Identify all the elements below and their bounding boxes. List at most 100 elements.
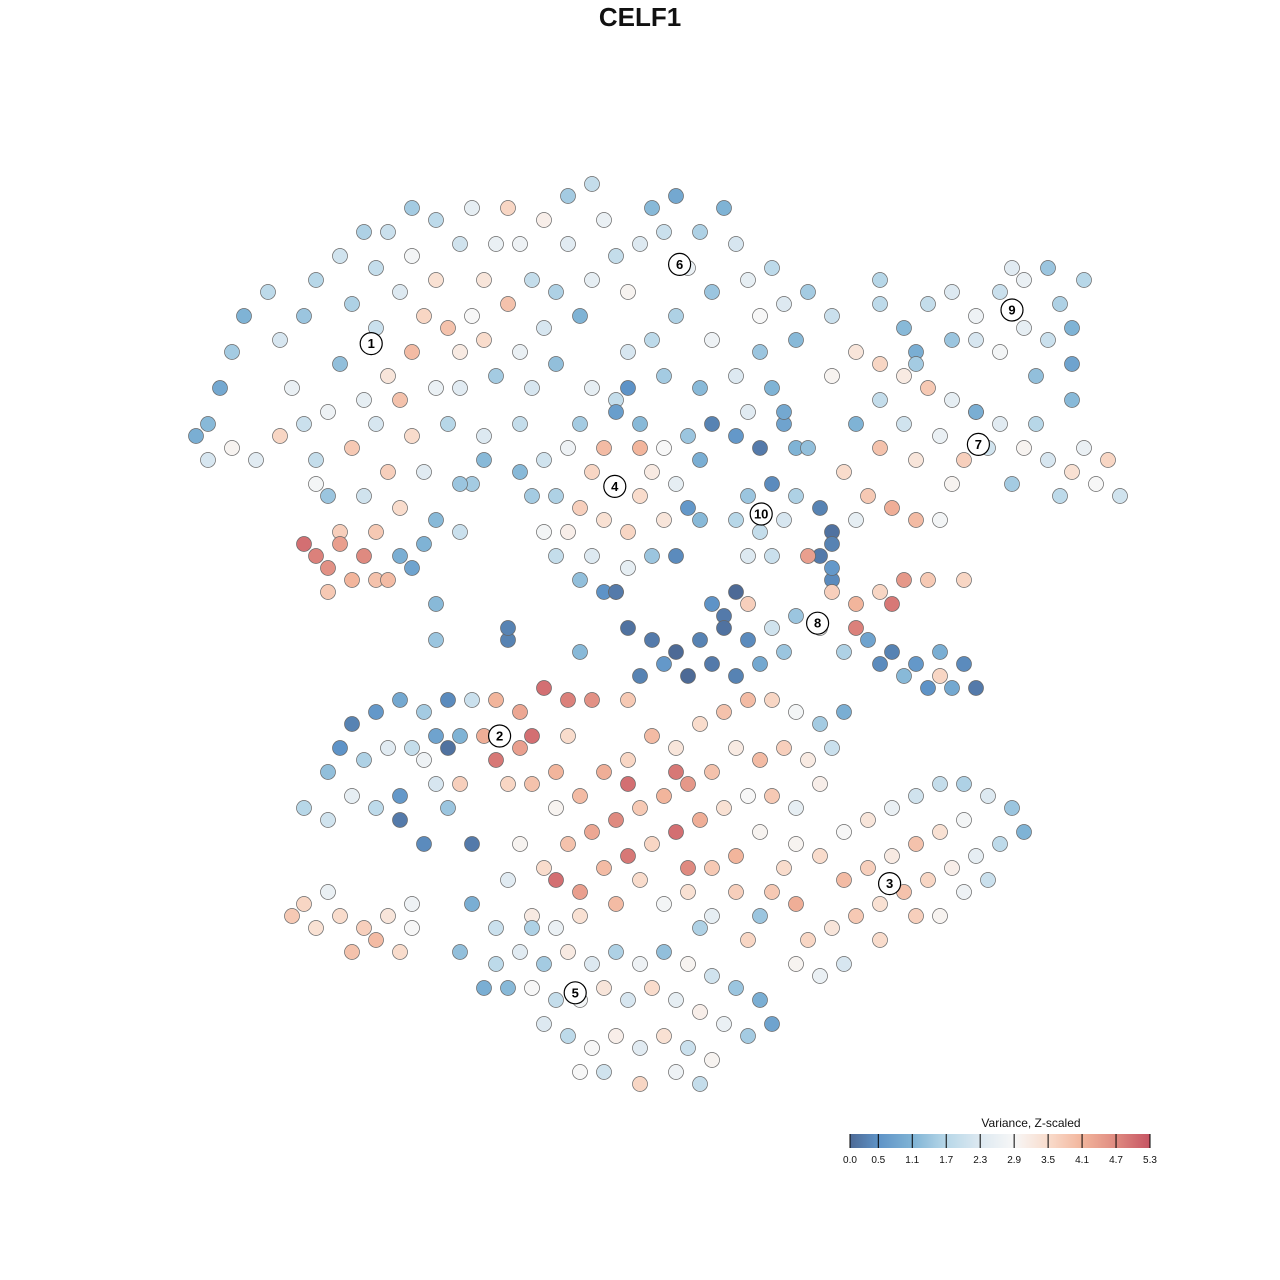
data-point xyxy=(704,1052,720,1068)
data-point xyxy=(944,860,960,876)
data-point xyxy=(932,908,948,924)
data-point xyxy=(896,668,912,684)
cluster-label-circle xyxy=(563,981,587,1005)
data-point xyxy=(512,464,528,480)
cluster-label-text: 5 xyxy=(572,985,579,1000)
data-point xyxy=(572,1064,588,1080)
cluster-label-text: 6 xyxy=(676,257,683,272)
data-point xyxy=(920,680,936,696)
cluster-label-9: 9 xyxy=(1000,298,1024,322)
data-point xyxy=(500,872,516,888)
data-point xyxy=(836,956,852,972)
data-point xyxy=(584,1040,600,1056)
data-point xyxy=(632,416,648,432)
data-point xyxy=(764,548,780,564)
data-point xyxy=(944,284,960,300)
data-point xyxy=(320,560,336,576)
data-point xyxy=(896,320,912,336)
data-point xyxy=(572,908,588,924)
data-point xyxy=(596,860,612,876)
data-point xyxy=(428,776,444,792)
data-point xyxy=(464,308,480,324)
data-point xyxy=(644,836,660,852)
data-point xyxy=(740,596,756,612)
data-point xyxy=(632,236,648,252)
data-point xyxy=(1052,296,1068,312)
data-point xyxy=(500,200,516,216)
data-point xyxy=(692,812,708,828)
data-point xyxy=(944,680,960,696)
data-point xyxy=(392,284,408,300)
data-point xyxy=(644,632,660,648)
data-point xyxy=(656,788,672,804)
data-point xyxy=(776,512,792,528)
data-point xyxy=(344,716,360,732)
data-point xyxy=(692,512,708,528)
data-point xyxy=(776,860,792,876)
data-point xyxy=(296,536,312,552)
data-point xyxy=(884,644,900,660)
data-point xyxy=(968,404,984,420)
data-point xyxy=(452,728,468,744)
data-point xyxy=(344,296,360,312)
data-point xyxy=(992,284,1008,300)
data-point xyxy=(848,512,864,528)
data-point xyxy=(428,632,444,648)
data-point xyxy=(956,776,972,792)
data-point xyxy=(836,644,852,660)
data-point xyxy=(656,440,672,456)
data-point xyxy=(524,380,540,396)
data-point xyxy=(536,452,552,468)
data-point xyxy=(452,524,468,540)
data-point xyxy=(632,956,648,972)
data-point xyxy=(632,800,648,816)
data-point xyxy=(1088,476,1104,492)
data-point xyxy=(404,920,420,936)
data-point xyxy=(452,236,468,252)
data-point xyxy=(500,980,516,996)
data-point xyxy=(740,272,756,288)
data-point xyxy=(260,284,276,300)
data-point xyxy=(800,284,816,300)
data-point xyxy=(524,728,540,744)
color-legend: Variance, Z-scaled 0.0 0.5 1.1 1.7 2.3 2.9 3.5… xyxy=(843,1116,1157,1166)
data-point xyxy=(416,752,432,768)
data-point xyxy=(932,428,948,444)
data-point xyxy=(572,416,588,432)
data-point xyxy=(380,368,396,384)
data-point xyxy=(776,740,792,756)
data-point xyxy=(200,416,216,432)
data-point xyxy=(620,752,636,768)
data-point xyxy=(968,332,984,348)
data-point xyxy=(536,1016,552,1032)
data-point xyxy=(752,908,768,924)
data-point xyxy=(992,416,1008,432)
data-point xyxy=(656,944,672,960)
data-point xyxy=(572,308,588,324)
data-point xyxy=(668,740,684,756)
data-point xyxy=(476,332,492,348)
cluster-label-text: 7 xyxy=(975,437,982,452)
data-point xyxy=(536,860,552,876)
data-point xyxy=(788,332,804,348)
data-point xyxy=(764,692,780,708)
data-point xyxy=(308,920,324,936)
data-point xyxy=(308,452,324,468)
data-point xyxy=(392,500,408,516)
data-point xyxy=(428,512,444,528)
data-point xyxy=(944,476,960,492)
data-point xyxy=(572,644,588,660)
data-point xyxy=(584,692,600,708)
data-point xyxy=(380,908,396,924)
data-point xyxy=(548,356,564,372)
data-point xyxy=(560,188,576,204)
cluster-label-text: 10 xyxy=(754,507,768,522)
data-point xyxy=(692,224,708,240)
data-point xyxy=(788,956,804,972)
legend-colorbar xyxy=(850,1134,1150,1148)
cluster-label-10: 10 xyxy=(749,502,773,526)
data-point xyxy=(620,620,636,636)
cluster-label-circle xyxy=(805,611,830,635)
data-point xyxy=(236,308,252,324)
data-point xyxy=(752,992,768,1008)
